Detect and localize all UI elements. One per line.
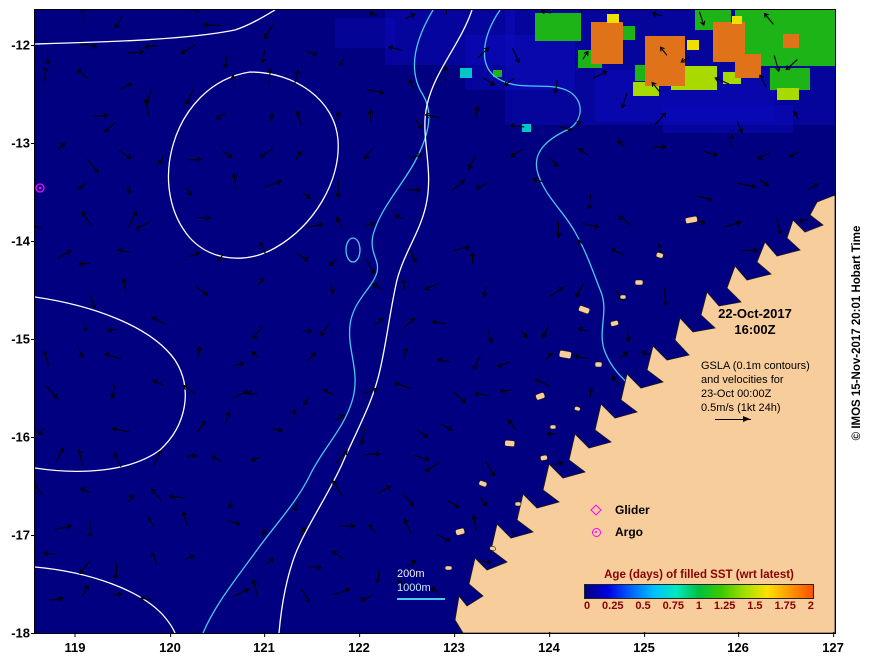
gsla-line: 23-Oct 00:00Z <box>701 388 772 400</box>
glider-label: Glider <box>615 503 650 517</box>
depth-200-label: 200m <box>397 568 425 580</box>
argo-label: Argo <box>615 525 643 539</box>
y-tick-label: -13 <box>2 136 30 151</box>
x-tick-label: 119 <box>64 632 86 655</box>
glider-marker-cell <box>587 504 605 516</box>
y-tick-label: -14 <box>2 234 30 249</box>
timestamp-date: 22-Oct-2017 <box>718 306 792 321</box>
gsla-line: 0.5m/s (1kt 24h) <box>701 402 781 414</box>
colorbar-title: Age (days) of filled SST (wrt latest) <box>604 569 794 581</box>
gsla-annotation: GSLA (0.1m contours) and velocities for … <box>701 359 861 422</box>
gsla-contour-eddy-loop <box>167 71 339 259</box>
x-tick-label: 124 <box>538 632 560 655</box>
argo-float-map-marker <box>35 183 45 193</box>
gsla-line: GSLA (0.1m contours) <box>701 360 810 372</box>
copyright-text: © IMOS 15-Nov-2017 20:01 Hobart Time <box>851 225 863 441</box>
y-tick-label: -15 <box>2 332 30 347</box>
map-plot-area[interactable]: 22-Oct-2017 16:00Z GSLA (0.1m contours) … <box>34 9 836 634</box>
bathy-1000m-contour <box>202 10 434 633</box>
gsla-contour-corner <box>35 566 176 633</box>
x-tick-label: 125 <box>633 632 655 655</box>
depth-legend: 200m 1000m <box>397 567 445 600</box>
velocity-scale-arrow-icon <box>715 415 751 422</box>
colorbar-tick-labels: 0 0.25 0.5 0.75 1 1.25 1.5 1.75 2 <box>584 600 814 612</box>
argo-marker-cell <box>587 527 605 537</box>
timestamp-annotation: 22-Oct-2017 16:00Z <box>680 306 830 338</box>
gsla-line: and velocities for <box>701 374 784 386</box>
current-arrows <box>35 10 819 614</box>
gsla-contours <box>35 10 473 633</box>
gsla-contour-topleft <box>35 10 276 45</box>
argo-legend-row: Argo <box>587 521 650 543</box>
colorbar-tick: 0.5 <box>635 600 651 612</box>
coastline <box>454 194 835 633</box>
colorbar-tick: 1 <box>695 600 703 612</box>
sst-age-patches <box>335 10 835 133</box>
x-tick-label: 123 <box>443 632 465 655</box>
timestamp-time: 16:00Z <box>734 322 776 337</box>
colorbar-tick: 0.75 <box>662 600 684 612</box>
observation-legend: Glider Argo <box>587 499 650 543</box>
colorbar-gradient <box>584 584 814 599</box>
bathy-closed-loop <box>345 237 361 263</box>
y-tick-label: -18 <box>2 626 30 641</box>
islands <box>444 215 698 571</box>
colorbar-tick: 2 <box>807 600 814 612</box>
depth-1000-label: 1000m <box>397 582 431 594</box>
gsla-contour-main <box>278 10 473 633</box>
sst-age-colorbar: Age (days) of filled SST (wrt latest) 0 … <box>584 569 814 612</box>
landmass <box>444 194 835 633</box>
map-canvas <box>35 10 835 633</box>
colorbar-tick: 1.75 <box>774 600 796 612</box>
colorbar-tick: 1.25 <box>713 600 736 612</box>
x-tick-label: 126 <box>727 632 749 655</box>
colorbar-tick: 1.5 <box>747 600 763 612</box>
gsla-contour-left-blob <box>35 296 186 472</box>
y-tick-label: -12 <box>2 38 30 53</box>
depth-contour-sample-line <box>397 598 445 600</box>
x-tick-label: 121 <box>253 632 275 655</box>
argo-marker-icon <box>591 527 601 537</box>
glider-legend-row: Glider <box>587 499 650 521</box>
glider-marker-icon <box>590 504 602 516</box>
x-tick-label: 120 <box>159 632 181 655</box>
x-tick-label: 122 <box>348 632 370 655</box>
y-tick-label: -16 <box>2 430 30 445</box>
y-tick-label: -17 <box>2 528 30 543</box>
colorbar-tick: 0.25 <box>602 600 624 612</box>
x-tick-label: 127 <box>822 632 844 655</box>
colorbar-tick: 0 <box>584 600 591 612</box>
